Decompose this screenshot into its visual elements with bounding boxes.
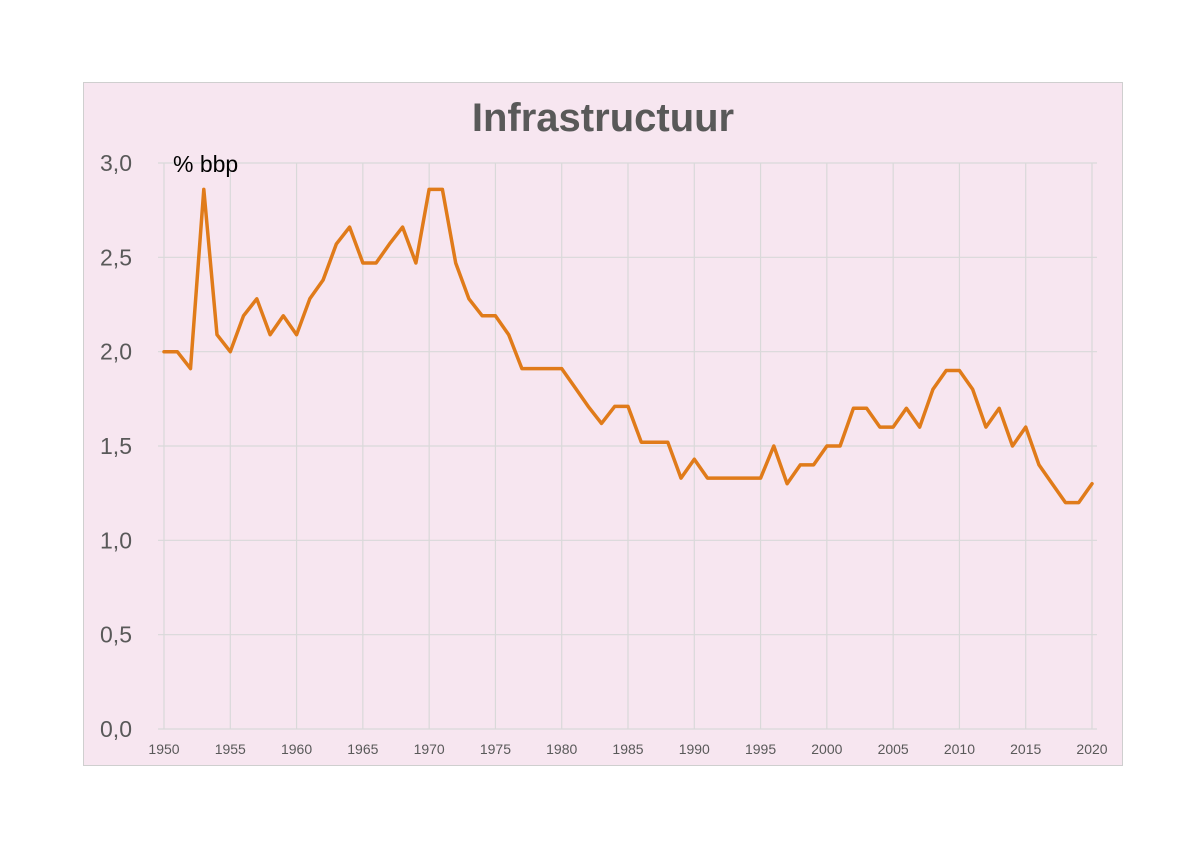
chart-frame: Infrastructuur % bbp 0,0 0,5 1,0 1,5 2,0 2,5 3… xyxy=(83,82,1123,766)
series-line-0 xyxy=(162,187,1094,505)
x-tick-label-9: 1995 xyxy=(745,741,776,757)
y-axis-labels: 0,0 0,5 1,0 1,5 2,0 2,5 3,0 xyxy=(100,150,132,742)
y-tick-label-3: 1,5 xyxy=(100,433,132,459)
y-tick-label-2: 1,0 xyxy=(100,527,132,553)
y-tick-label-0: 0,0 xyxy=(100,716,132,742)
x-tick-label-7: 1985 xyxy=(612,741,643,757)
x-tick-label-1: 1955 xyxy=(215,741,246,757)
x-tick-label-13: 2015 xyxy=(1010,741,1041,757)
x-tick-label-6: 1980 xyxy=(546,741,577,757)
y-tick-label-4: 2,0 xyxy=(100,339,132,365)
gridlines xyxy=(158,162,1097,730)
y-tick-label-1: 0,5 xyxy=(100,622,132,648)
x-tick-label-2: 1960 xyxy=(281,741,312,757)
x-tick-label-5: 1975 xyxy=(480,741,511,757)
y-tick-label-6: 3,0 xyxy=(100,150,132,176)
x-tick-label-8: 1990 xyxy=(679,741,710,757)
x-tick-label-4: 1970 xyxy=(414,741,445,757)
line-chart: Infrastructuur % bbp 0,0 0,5 1,0 1,5 2,0 2,5 3… xyxy=(84,83,1122,765)
x-tick-label-0: 1950 xyxy=(148,741,179,757)
y-tick-label-5: 2,5 xyxy=(100,244,132,270)
x-tick-label-12: 2010 xyxy=(944,741,975,757)
x-tick-label-14: 2020 xyxy=(1076,741,1107,757)
series-layer xyxy=(162,187,1094,505)
y-unit-label: % bbp xyxy=(173,151,238,177)
chart-title: Infrastructuur xyxy=(472,96,734,140)
x-axis-labels: 1950 1955 1960 1965 1970 1975 1980 1985 1990 1995… xyxy=(148,741,1107,757)
x-tick-label-3: 1965 xyxy=(347,741,378,757)
x-tick-label-11: 2005 xyxy=(878,741,909,757)
x-tick-label-10: 2000 xyxy=(811,741,842,757)
